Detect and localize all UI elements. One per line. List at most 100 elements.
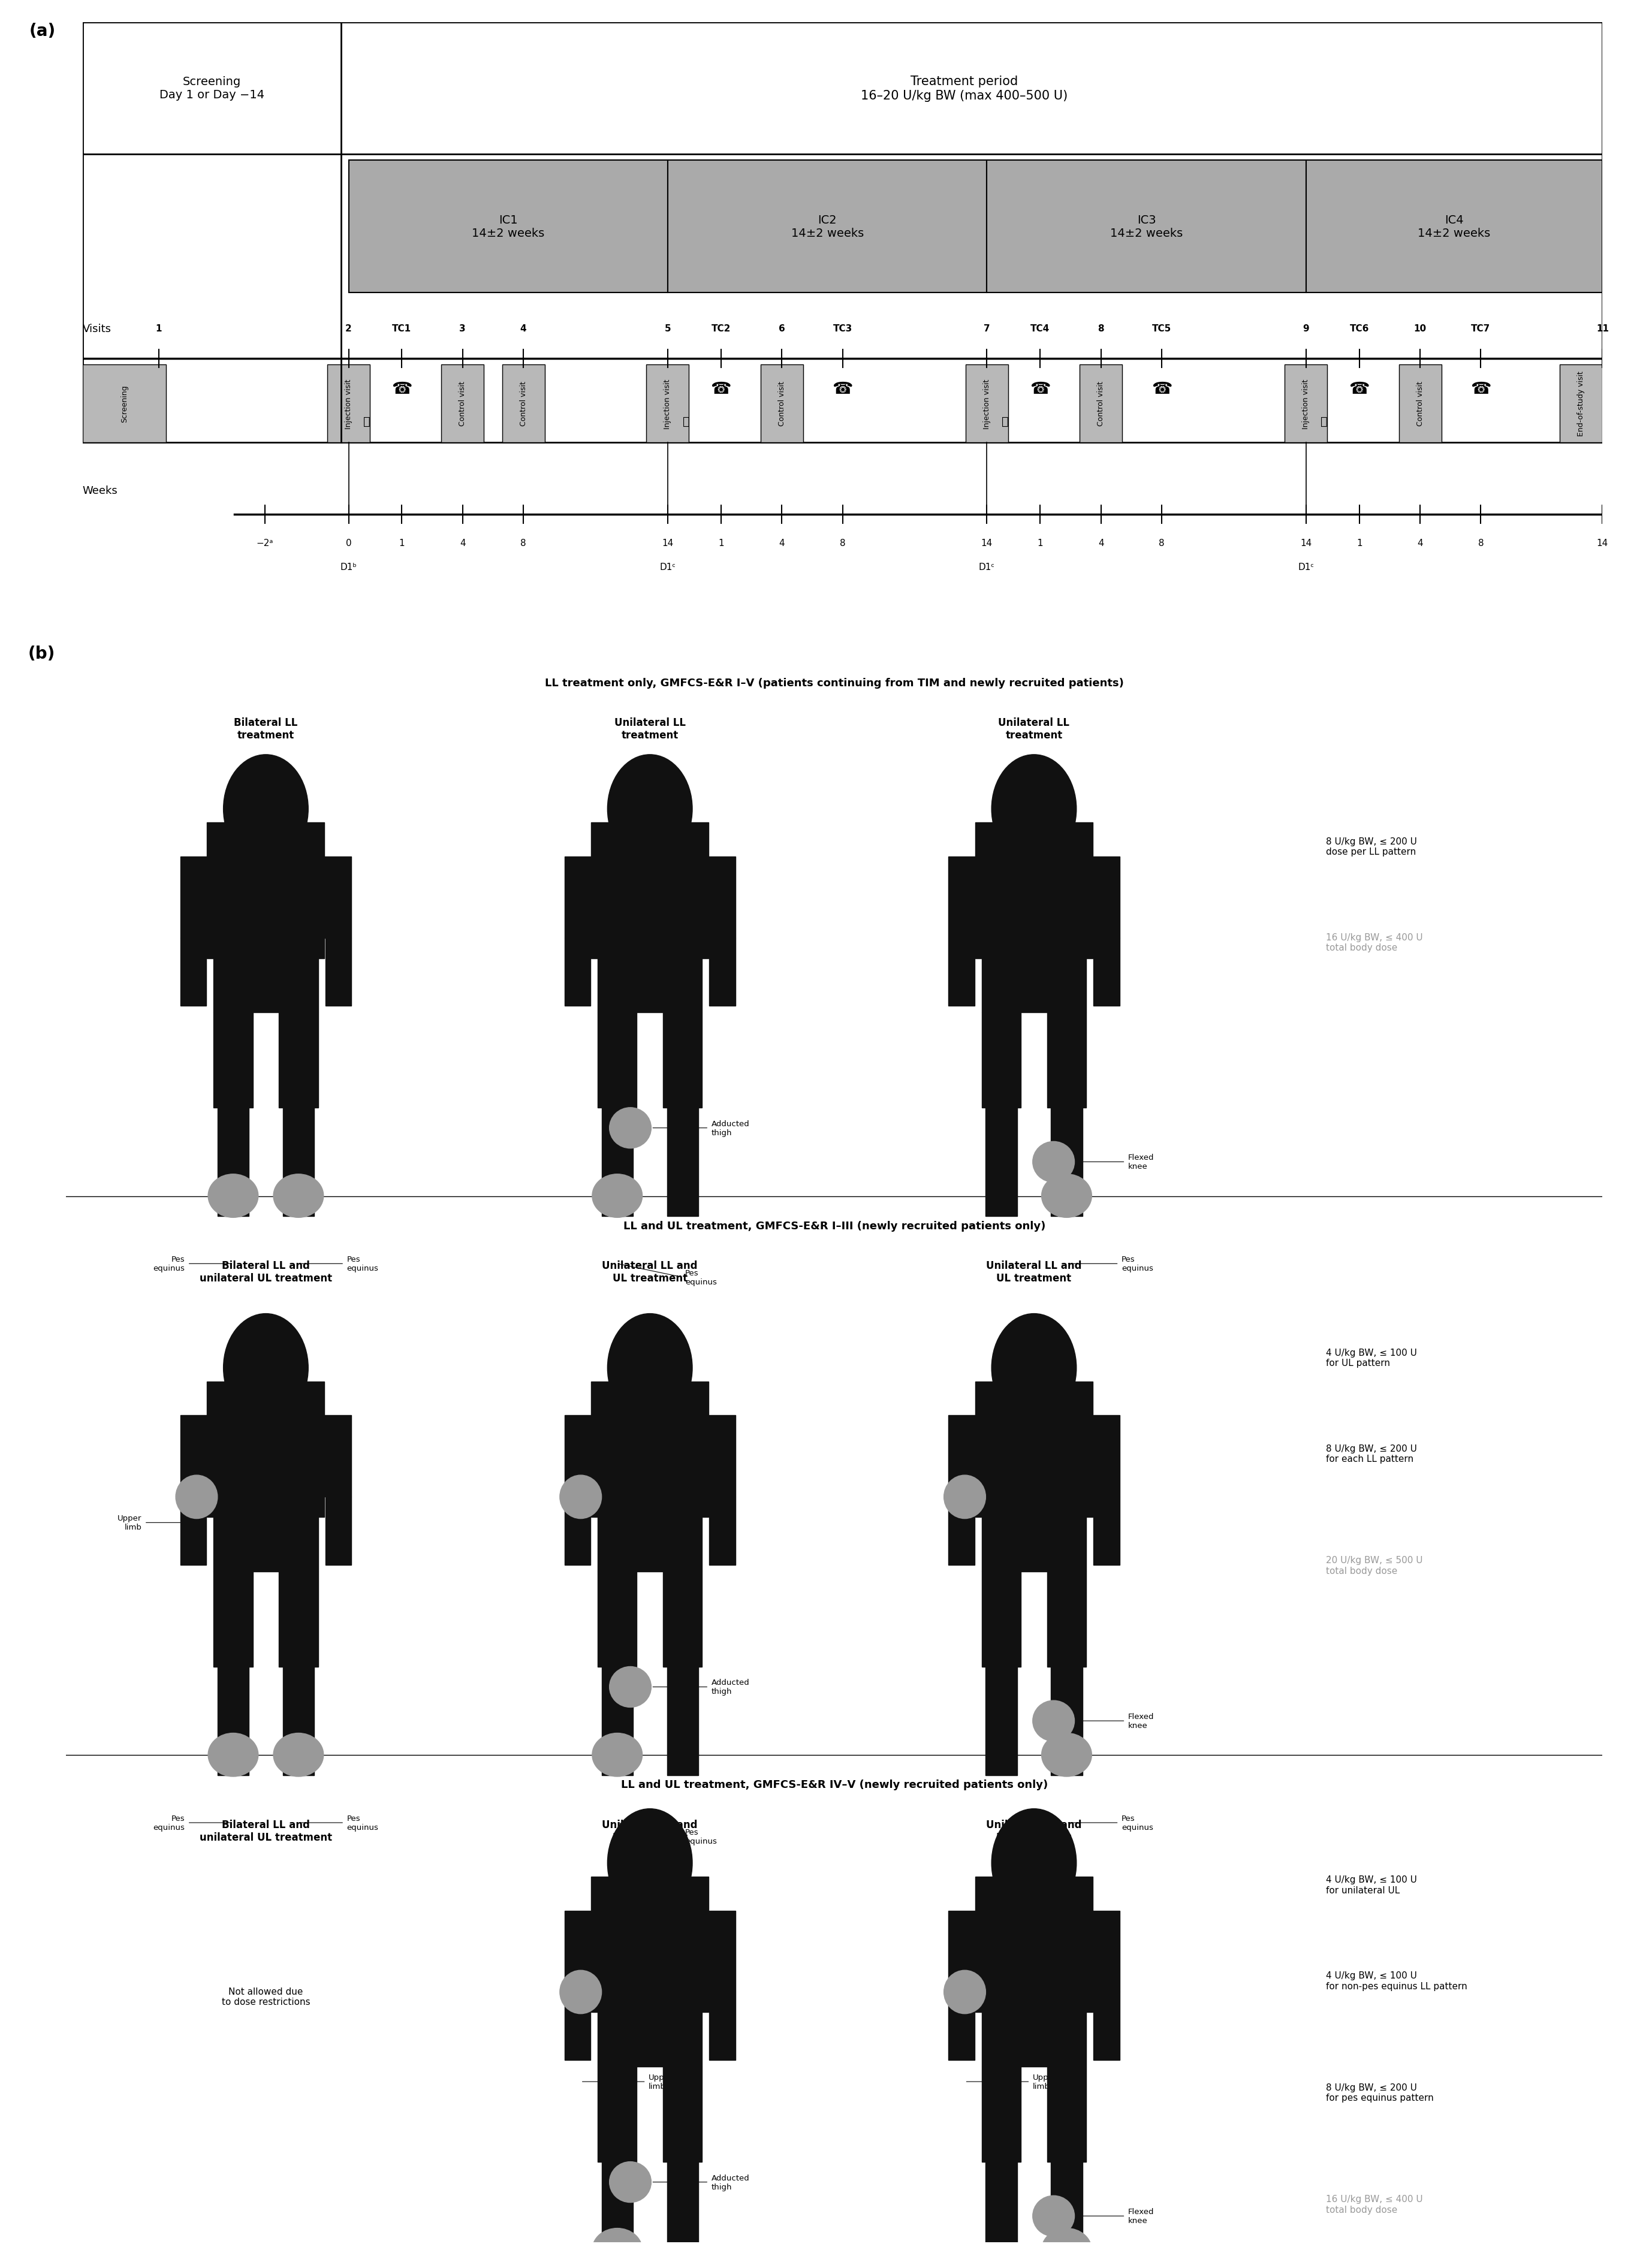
- Text: Injection visit: Injection visit: [1302, 378, 1310, 428]
- Polygon shape: [180, 1416, 213, 1497]
- Bar: [349, 161, 667, 292]
- Text: IC4
14±2 weeks: IC4 14±2 weeks: [1417, 215, 1490, 240]
- Text: 8: 8: [839, 539, 846, 548]
- Text: Upper
limb: Upper limb: [1032, 2072, 1057, 2091]
- Text: 8 U/kg BW, ≤ 200 U
dose per LL pattern: 8 U/kg BW, ≤ 200 U dose per LL pattern: [1327, 838, 1417, 856]
- Text: 1: 1: [155, 324, 162, 333]
- Text: Flexed
knee: Flexed knee: [1128, 1712, 1155, 1730]
- Text: ☎: ☎: [710, 381, 732, 396]
- Bar: [981, 945, 1087, 1012]
- Text: 4: 4: [520, 324, 527, 333]
- Ellipse shape: [1032, 1142, 1074, 1182]
- Polygon shape: [702, 1912, 735, 1991]
- Text: 💉: 💉: [682, 417, 689, 428]
- Text: 4 U/kg BW, ≤ 100 U
for UL pattern: 4 U/kg BW, ≤ 100 U for UL pattern: [1327, 1348, 1417, 1368]
- Text: 8: 8: [1479, 539, 1483, 548]
- Ellipse shape: [223, 1314, 309, 1422]
- Text: (b): (b): [28, 646, 55, 661]
- Bar: [591, 1878, 709, 2011]
- Polygon shape: [218, 1108, 249, 1216]
- Text: Control visit: Control visit: [519, 381, 527, 426]
- Text: 1: 1: [1037, 539, 1042, 548]
- Text: Bilateral LL
treatment: Bilateral LL treatment: [235, 718, 297, 741]
- Text: 💉: 💉: [1001, 417, 1009, 428]
- Polygon shape: [319, 856, 352, 938]
- Polygon shape: [180, 856, 213, 938]
- Text: Unilateral LL
treatment: Unilateral LL treatment: [998, 718, 1069, 741]
- Text: Injection visit: Injection visit: [983, 378, 991, 428]
- Text: IC3
14±2 weeks: IC3 14±2 weeks: [1110, 215, 1183, 240]
- Polygon shape: [709, 1497, 735, 1565]
- Text: 8: 8: [1097, 324, 1104, 333]
- Text: Screening: Screening: [121, 385, 129, 424]
- Text: Bilateral LL and
unilateral UL treatment: Bilateral LL and unilateral UL treatment: [200, 1819, 332, 1841]
- Polygon shape: [986, 1667, 1018, 1776]
- Text: 1: 1: [398, 539, 405, 548]
- Polygon shape: [709, 938, 735, 1006]
- Polygon shape: [709, 1991, 735, 2059]
- Text: Visits: Visits: [83, 324, 111, 335]
- Text: D1ᶜ: D1ᶜ: [1298, 564, 1313, 571]
- Ellipse shape: [608, 1810, 692, 1918]
- Polygon shape: [282, 1667, 314, 1776]
- Bar: [598, 1998, 702, 2066]
- Text: ☎: ☎: [1350, 381, 1370, 396]
- Polygon shape: [213, 1012, 253, 1108]
- Text: 14: 14: [981, 539, 993, 548]
- Polygon shape: [948, 938, 975, 1006]
- Polygon shape: [598, 1572, 636, 1667]
- Bar: [1080, 365, 1122, 444]
- Text: Upper
limb: Upper limb: [649, 1993, 672, 2011]
- Polygon shape: [667, 1667, 699, 1776]
- Polygon shape: [1094, 1497, 1120, 1565]
- Text: ☎: ☎: [1151, 381, 1171, 396]
- Polygon shape: [1094, 1991, 1120, 2059]
- Polygon shape: [981, 1572, 1021, 1667]
- Ellipse shape: [208, 1733, 258, 1776]
- Bar: [213, 945, 319, 1012]
- Ellipse shape: [991, 1810, 1077, 1918]
- Polygon shape: [948, 1416, 981, 1497]
- Text: Pes
equinus: Pes equinus: [1122, 1255, 1153, 1273]
- Polygon shape: [1051, 1667, 1082, 1776]
- Text: Unilateral LL and
UL treatment: Unilateral LL and UL treatment: [601, 1259, 697, 1284]
- Polygon shape: [1087, 1416, 1120, 1497]
- Bar: [986, 161, 1307, 292]
- Polygon shape: [981, 2066, 1021, 2161]
- Polygon shape: [218, 1667, 249, 1776]
- Text: D1ᶜ: D1ᶜ: [980, 564, 995, 571]
- Polygon shape: [279, 1012, 319, 1108]
- Text: Upper
limb: Upper limb: [117, 1515, 142, 1531]
- Ellipse shape: [610, 1667, 651, 1708]
- Text: Adducted
thigh: Adducted thigh: [712, 1119, 750, 1137]
- Bar: [1399, 365, 1441, 444]
- Text: ☎: ☎: [392, 381, 411, 396]
- Bar: [327, 365, 370, 444]
- Text: D1ᵇ: D1ᵇ: [340, 564, 357, 571]
- Text: 16 U/kg BW, ≤ 400 U
total body dose: 16 U/kg BW, ≤ 400 U total body dose: [1327, 2195, 1422, 2213]
- Text: (a): (a): [30, 23, 56, 39]
- Bar: [206, 822, 324, 958]
- Text: Unilateral LL and
UL treatment: Unilateral LL and UL treatment: [986, 1819, 1082, 1841]
- Ellipse shape: [1041, 2229, 1092, 2265]
- Text: −2ᵃ: −2ᵃ: [256, 539, 274, 548]
- Text: TC7: TC7: [1472, 324, 1490, 333]
- Polygon shape: [662, 2066, 702, 2161]
- Text: 6: 6: [778, 324, 785, 333]
- Bar: [502, 365, 545, 444]
- Text: 0: 0: [345, 539, 352, 548]
- Polygon shape: [1087, 856, 1120, 938]
- Text: 14: 14: [1300, 539, 1312, 548]
- Text: Pes
equinus: Pes equinus: [1122, 1814, 1153, 1830]
- Text: Pes
equinus: Pes equinus: [686, 1268, 717, 1287]
- Polygon shape: [1047, 1572, 1087, 1667]
- Polygon shape: [565, 1497, 590, 1565]
- Text: Adducted
thigh: Adducted thigh: [712, 2174, 750, 2190]
- Polygon shape: [601, 1108, 633, 1216]
- Text: Flexed
knee: Flexed knee: [1128, 2208, 1155, 2224]
- Polygon shape: [319, 1416, 352, 1497]
- Text: Unilateral LL and
UL treatment: Unilateral LL and UL treatment: [601, 1819, 697, 1841]
- Text: 1: 1: [1356, 539, 1363, 548]
- Polygon shape: [180, 1497, 206, 1565]
- Ellipse shape: [991, 1314, 1077, 1422]
